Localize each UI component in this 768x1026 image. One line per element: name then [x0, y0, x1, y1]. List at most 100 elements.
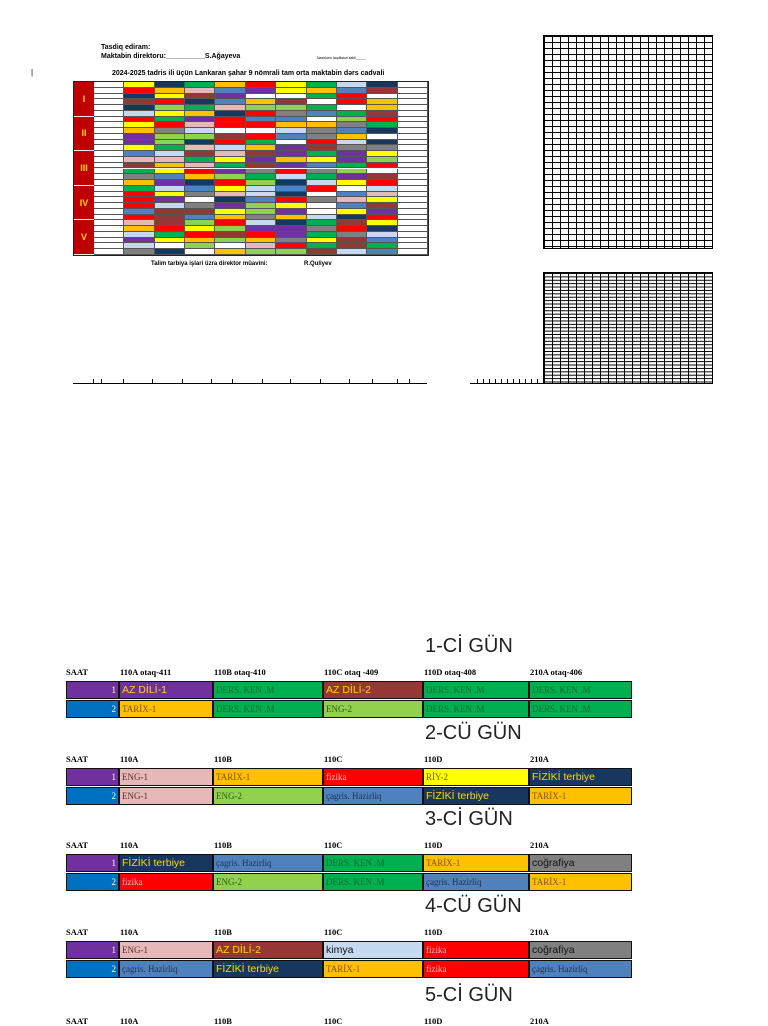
- mini-cell: [336, 87, 368, 94]
- mini-cell: [306, 214, 337, 221]
- small-note: Nazirlərin təqdilaləri sahil_____: [317, 56, 366, 60]
- lesson-cell: çagris. Hazirliq: [213, 854, 323, 872]
- mini-cell: [215, 226, 246, 232]
- lesson-number: 1: [66, 941, 119, 959]
- mini-cell: [306, 110, 337, 117]
- class-column-header: 110A: [120, 927, 139, 937]
- mini-cell: [336, 174, 368, 181]
- mini-day-block: V: [74, 220, 94, 254]
- mini-cell: [276, 249, 307, 255]
- mini-cell: [94, 214, 125, 221]
- class-column-header: 110D: [424, 1016, 443, 1026]
- class-column-header: 110C otaq -409: [324, 667, 379, 677]
- mini-cell: [336, 237, 368, 244]
- mini-cell: [215, 208, 246, 215]
- lesson-cell: TARİX-1: [423, 854, 529, 872]
- mini-cell: [185, 82, 216, 88]
- mini-cell: [185, 105, 216, 111]
- mini-cell: [124, 197, 155, 204]
- mini-cell: [215, 93, 246, 100]
- mini-cell: [94, 197, 125, 204]
- baseline-tick: [211, 379, 212, 384]
- lesson-cell: ENG-2: [323, 700, 423, 718]
- mini-cell: [336, 214, 368, 221]
- mini-cell: [215, 128, 246, 134]
- mini-cell: [94, 82, 125, 88]
- lesson-cell: TARİX-1: [529, 873, 632, 891]
- mini-cell: [215, 139, 246, 146]
- lesson-cell: ENG-1: [119, 787, 213, 805]
- mini-cell: [276, 168, 307, 175]
- mini-cell: [185, 87, 216, 94]
- class-column-header: 110A otaq-411: [120, 667, 172, 677]
- mini-cell: [245, 203, 277, 209]
- lesson-number: 1: [66, 854, 119, 872]
- mini-cell: [306, 122, 337, 129]
- mini-cell: [367, 220, 398, 227]
- mini-cell: [397, 151, 428, 157]
- lesson-cell: DERS. KEN .M: [323, 854, 423, 872]
- mini-cell: [367, 151, 398, 157]
- class-column-header: 110D: [424, 840, 443, 850]
- mini-cell: [276, 220, 307, 227]
- saat-header: SAAT: [66, 927, 89, 937]
- baseline-tick: [93, 379, 94, 384]
- mini-cell: [367, 145, 398, 152]
- class-column-header: 110A: [120, 1016, 139, 1026]
- mini-cell: [276, 145, 307, 152]
- mini-cell: [306, 197, 337, 204]
- mini-cell: [336, 168, 368, 175]
- day-title: 2-CÜ GÜN: [425, 722, 522, 744]
- mini-cell: [124, 139, 155, 146]
- mini-cell: [245, 249, 277, 255]
- mini-cell: [154, 116, 186, 123]
- lesson-cell: fizika: [423, 960, 529, 978]
- mini-cell: [245, 208, 277, 215]
- mini-cell: [215, 180, 246, 186]
- mini-cell: [245, 110, 277, 117]
- mini-cell: [306, 87, 337, 94]
- mini-cell: [367, 122, 398, 129]
- director-line: Maktabin direktoru:__________S.Ağayeva: [101, 53, 241, 60]
- baseline-tick: [477, 379, 478, 384]
- mini-cell: [185, 151, 216, 157]
- mini-cell: [124, 105, 155, 111]
- mini-cell: [154, 208, 186, 215]
- mini-cell: [276, 151, 307, 157]
- lesson-number: 2: [66, 873, 119, 891]
- mini-cell: [397, 214, 428, 221]
- class-column-header: 110D otaq-408: [424, 667, 477, 677]
- mini-cell: [94, 231, 125, 238]
- mini-cell: [306, 156, 337, 163]
- mini-cell: [397, 237, 428, 244]
- mini-cell: [94, 174, 125, 181]
- mini-cell: [245, 191, 277, 198]
- mini-cell: [154, 133, 186, 140]
- mini-cell: [336, 133, 368, 140]
- mini-cell: [306, 99, 337, 106]
- mini-cell: [154, 105, 186, 111]
- mini-cell: [185, 191, 216, 198]
- mini-cell: [94, 145, 125, 152]
- mini-cell: [245, 168, 277, 175]
- mini-day-block: III: [74, 151, 94, 185]
- mini-cell: [124, 226, 155, 232]
- mini-cell: [124, 168, 155, 175]
- mini-cell: [124, 208, 155, 215]
- baseline-tick: [519, 379, 520, 384]
- mini-cell: [94, 93, 125, 100]
- class-column-header: 110B otaq-410: [214, 667, 266, 677]
- mini-cell: [215, 87, 246, 94]
- mini-cell: [94, 105, 125, 111]
- mini-cell: [306, 191, 337, 198]
- mini-cell: [276, 99, 307, 106]
- mini-cell: [154, 197, 186, 204]
- mini-cell: [94, 139, 125, 146]
- mini-cell: [245, 180, 277, 186]
- class-column-header: 110B: [214, 927, 232, 937]
- mini-cell: [185, 133, 216, 140]
- lesson-row: 1 AZ DİLİ-1 DERS. KEN .M AZ DİLİ-2 DERS. KEN…: [66, 681, 632, 699]
- mini-cell: [397, 82, 428, 88]
- mini-cell: [215, 249, 246, 255]
- left-margin-mark: |: [31, 68, 34, 77]
